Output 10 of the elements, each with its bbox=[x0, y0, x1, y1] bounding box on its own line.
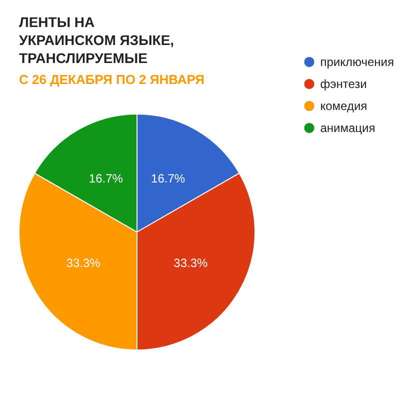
data-label: 33.3% bbox=[66, 256, 101, 270]
legend-label: приключения bbox=[320, 55, 394, 69]
data-label: 33.3% bbox=[174, 256, 208, 270]
legend-label: анимация bbox=[320, 121, 376, 135]
text: С 26 ДЕКАБРЯ ПО 2 ЯНВАРЯ bbox=[19, 72, 204, 87]
data-label: 16.7% bbox=[151, 171, 186, 186]
legend-label: комедия bbox=[320, 99, 368, 113]
chart-title: ЛЕНТЫ НА УКРАИНСКОМ ЯЗЫКЕ, ТРАНСЛИРУЕМЫЕ bbox=[19, 14, 178, 66]
data-label: 16.7% bbox=[88, 171, 124, 186]
legend-label: фэнтези bbox=[320, 77, 367, 91]
